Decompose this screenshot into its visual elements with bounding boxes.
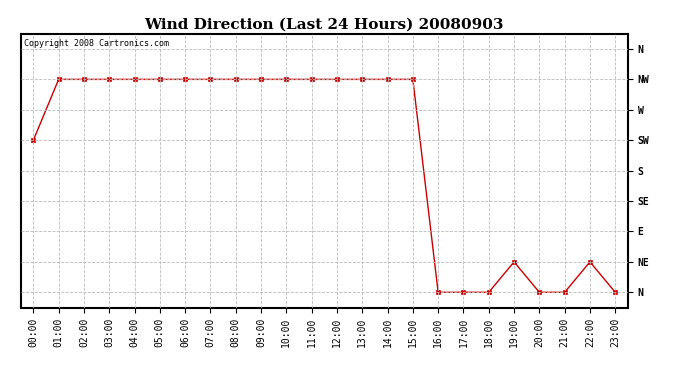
Title: Wind Direction (Last 24 Hours) 20080903: Wind Direction (Last 24 Hours) 20080903 xyxy=(144,17,504,31)
Text: Copyright 2008 Cartronics.com: Copyright 2008 Cartronics.com xyxy=(23,39,169,48)
